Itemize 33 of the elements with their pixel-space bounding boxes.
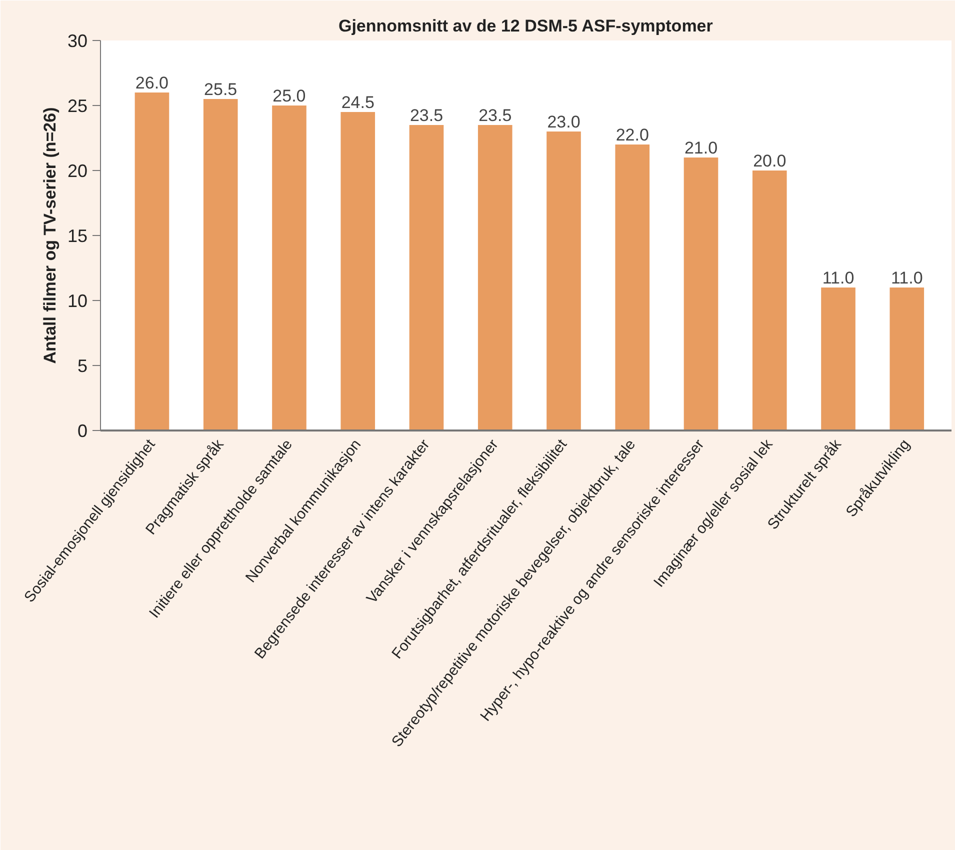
data-label: 11.0	[890, 268, 923, 288]
y-axis-title: Antall filmer og TV-serier (n=26)	[40, 107, 60, 364]
bar	[890, 288, 924, 430]
y-tick-label: 25	[67, 96, 88, 116]
data-label: 23.5	[478, 106, 512, 125]
bar	[752, 170, 787, 430]
data-label: 26.0	[135, 74, 169, 92]
y-tick-label: 15	[67, 226, 88, 246]
y-tick-label: 20	[67, 161, 88, 181]
data-label: 23.5	[410, 106, 444, 125]
bar	[134, 92, 170, 430]
data-label: 22.0	[616, 126, 649, 144]
bar	[203, 99, 238, 430]
bar	[821, 288, 856, 430]
data-label: 23.0	[547, 112, 580, 132]
chart-title: Gjennomsnitt av de 12 DSM-5 ASF-symptomer	[338, 16, 714, 36]
bar	[272, 106, 306, 430]
data-label: 25.5	[204, 80, 238, 99]
data-label: 25.0	[272, 86, 306, 106]
bar	[615, 144, 650, 430]
bar	[546, 132, 581, 430]
y-tick-label: 30	[67, 31, 88, 51]
data-label: 21.0	[684, 138, 718, 158]
y-tick-label: 10	[67, 291, 88, 311]
data-label: 20.0	[753, 152, 786, 170]
y-tick-label: 0	[77, 421, 88, 441]
bar	[478, 125, 512, 430]
y-tick-label: 5	[77, 356, 88, 376]
bar	[340, 112, 376, 430]
data-label: 24.5	[341, 93, 374, 112]
bar	[409, 125, 444, 430]
data-label: 11.0	[822, 268, 854, 288]
bar	[684, 158, 718, 430]
